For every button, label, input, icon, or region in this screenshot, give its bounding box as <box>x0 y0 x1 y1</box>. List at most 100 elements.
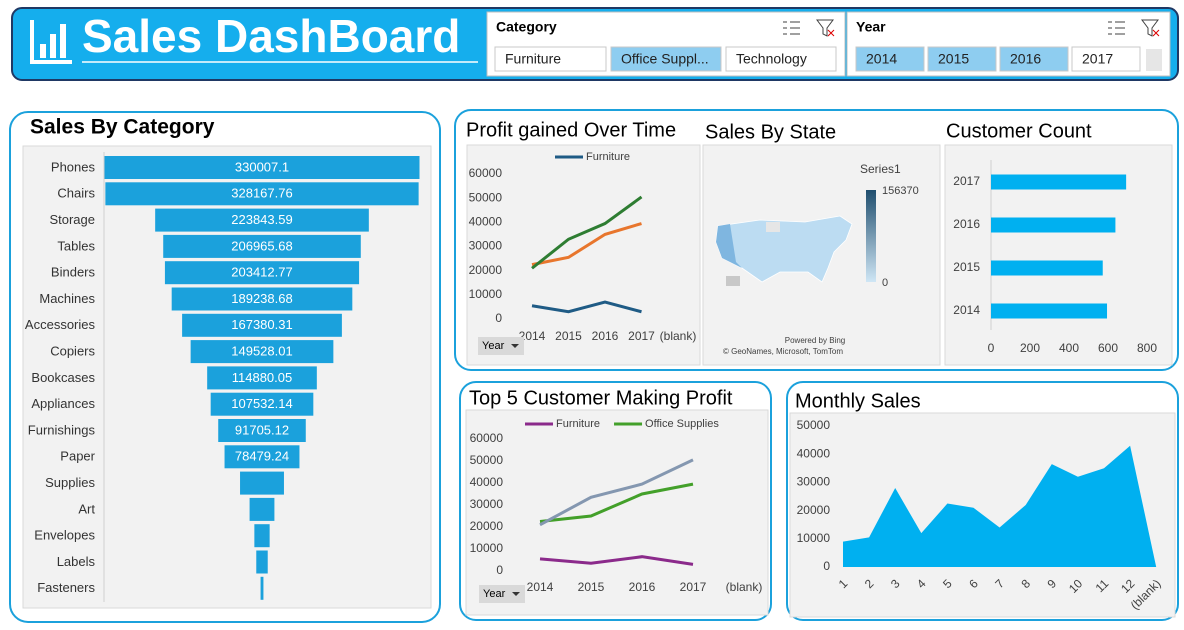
map-region <box>716 224 742 268</box>
category-label: Bookcases <box>31 370 95 385</box>
attribution: Powered by Bing <box>785 336 845 345</box>
slicer-title: Year <box>856 19 886 35</box>
y-tick-label: 10000 <box>469 287 503 301</box>
legend-label: Furniture <box>556 418 600 430</box>
x-tick-label: 2015 <box>555 329 582 343</box>
y-tick-label: 30000 <box>797 475 831 489</box>
bar <box>155 208 369 232</box>
y-tick-label: 2014 <box>953 303 980 317</box>
category-label: Labels <box>57 554 96 569</box>
slicer-item-label: Furniture <box>505 51 561 67</box>
data-label: 206965.68 <box>231 238 292 253</box>
x-tick-label: 600 <box>1098 341 1118 355</box>
chart-title: Profit gained Over Time <box>466 119 676 141</box>
slicer-item[interactable] <box>725 46 837 72</box>
x-tick-label: 800 <box>1137 341 1157 355</box>
y-tick-label: 0 <box>496 563 503 577</box>
slicer-item-label: 2016 <box>1010 51 1041 67</box>
category-label: Phones <box>51 159 96 174</box>
data-label: 203412.77 <box>231 265 292 280</box>
y-tick-label: 60000 <box>470 431 504 445</box>
field-button-label: Year <box>483 588 506 600</box>
data-label: 189238.68 <box>231 291 292 306</box>
x-tick-label: 2014 <box>527 580 554 594</box>
multi-select-icon[interactable] <box>1108 21 1125 35</box>
y-tick-label: 0 <box>823 559 830 573</box>
y-tick-label: 40000 <box>797 446 831 460</box>
y-tick-label: 40000 <box>469 215 503 229</box>
chart-title: Sales By State <box>705 121 836 143</box>
line <box>539 482 694 523</box>
bar <box>240 471 284 495</box>
slicer-item-label: Office Suppl... <box>621 51 709 67</box>
y-tick-label: 60000 <box>469 166 503 180</box>
plot-area <box>466 144 701 366</box>
y-tick-label: 2015 <box>953 260 980 274</box>
legend-title: Series1 <box>860 162 901 176</box>
slicer-item-label: 2017 <box>1082 51 1113 67</box>
bar <box>991 303 1108 319</box>
slicer-item[interactable] <box>855 46 925 72</box>
clear-filter-icon[interactable] <box>1141 19 1159 37</box>
category-label: Art <box>78 501 95 516</box>
legend-label: Furniture <box>586 151 630 163</box>
data-label: 78479.24 <box>235 449 289 464</box>
clear-filter-icon[interactable] <box>816 19 834 37</box>
x-tick-label: (blank) <box>660 329 697 343</box>
bar <box>256 550 268 574</box>
bar <box>224 445 300 469</box>
x-tick-label: 2016 <box>629 580 656 594</box>
bar <box>991 174 1127 190</box>
logo-icon <box>30 20 72 64</box>
slicer-item-label: 2014 <box>866 51 897 67</box>
x-tick-label: 200 <box>1020 341 1040 355</box>
x-tick-label: 2016 <box>592 329 619 343</box>
multi-select-icon[interactable] <box>783 21 800 35</box>
bar <box>105 182 419 206</box>
category-label: Tables <box>57 238 95 253</box>
y-tick-label: 10000 <box>470 541 504 555</box>
x-tick-label: 400 <box>1059 341 1079 355</box>
field-button[interactable] <box>478 337 524 355</box>
slicer-item[interactable] <box>999 46 1069 72</box>
data-label: 114880.05 <box>232 370 293 385</box>
data-label: 330007.1 <box>235 159 289 174</box>
category-label: Copiers <box>50 344 95 359</box>
dashboard-title: Sales DashBoard <box>82 10 460 62</box>
category-label: Machines <box>39 291 95 306</box>
category-label: Supplies <box>45 475 95 490</box>
slicer-item[interactable] <box>927 46 997 72</box>
clear-x <box>827 29 835 37</box>
slicer-item[interactable] <box>1071 46 1141 72</box>
y-tick-label: 50000 <box>470 453 504 467</box>
map-region <box>726 276 740 286</box>
bar <box>260 576 264 600</box>
bar <box>991 260 1103 276</box>
chart-title: Monthly Sales <box>795 390 921 412</box>
line <box>531 300 642 314</box>
plot-area <box>465 409 769 616</box>
y-tick-label: 2017 <box>953 174 980 188</box>
field-button[interactable] <box>479 585 525 603</box>
x-tick-label: 2015 <box>578 580 605 594</box>
bar <box>164 261 360 285</box>
y-tick-label: 0 <box>495 311 502 325</box>
color-scale-max: 156370 <box>882 185 919 197</box>
area <box>843 445 1157 567</box>
y-tick-label: 20000 <box>469 263 503 277</box>
bar <box>163 234 361 258</box>
category-label: Fasteners <box>37 580 95 595</box>
slicer-item-label: Technology <box>736 51 807 67</box>
y-tick-label: 20000 <box>470 519 504 533</box>
slicer-item[interactable] <box>494 46 607 72</box>
x-tick-label: (blank) <box>726 580 763 594</box>
slicer-title: Category <box>496 19 557 35</box>
data-label: 91705.12 <box>235 422 289 437</box>
data-label: 223843.59 <box>231 212 292 227</box>
x-tick-label: 2017 <box>680 580 707 594</box>
data-label: 149528.01 <box>231 344 292 359</box>
slicer-item[interactable] <box>610 46 722 72</box>
category-label: Furnishings <box>28 422 96 437</box>
chart-title: Top 5 Customer Making Profit <box>469 387 733 409</box>
